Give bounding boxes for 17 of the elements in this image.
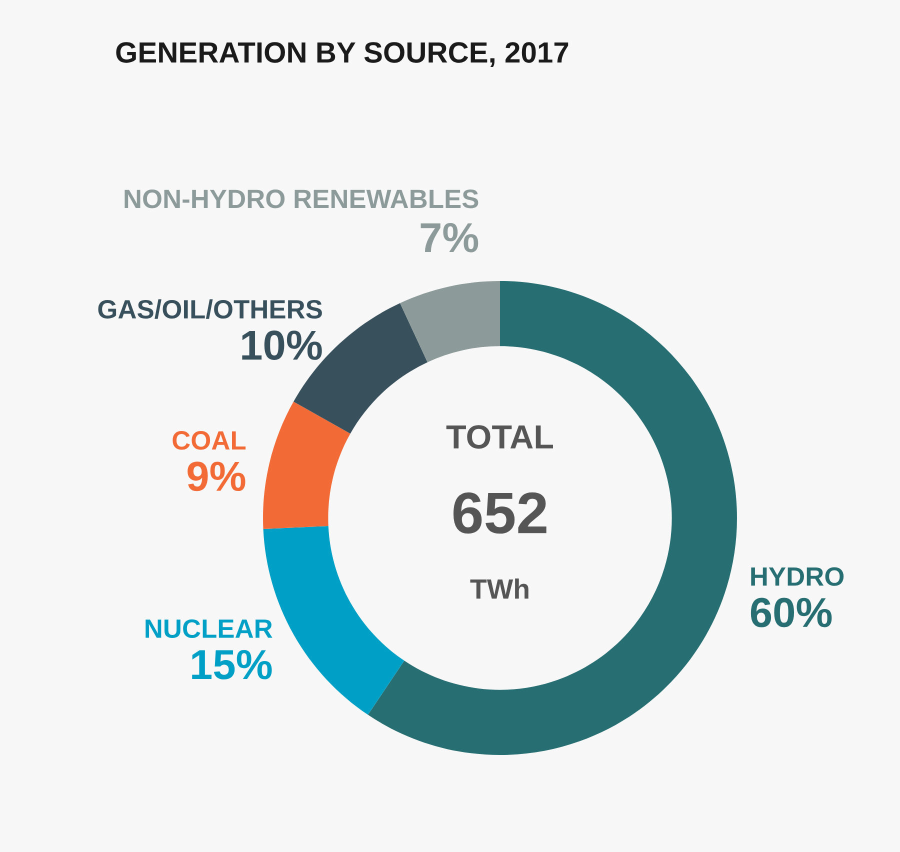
slice-label: COAL [172, 431, 246, 450]
slice-label: HYDRO [751, 567, 844, 586]
text: TWh [470, 578, 528, 599]
text: TOTAL [446, 425, 553, 449]
text: 652 [453, 492, 546, 534]
data-label: 7% [420, 223, 478, 252]
donut-slice [263, 402, 350, 530]
data-label: 9% [188, 462, 246, 492]
data-label: 15% [192, 650, 272, 680]
slice-label: NUCLEAR [146, 619, 272, 638]
slice-label: GAS/OIL/OTHERS [98, 299, 322, 319]
slice-label: NON-HYDRO RENEWABLES [124, 190, 478, 208]
data-label: 60% [750, 598, 832, 628]
donut-slice [400, 281, 500, 362]
data-label: 10% [242, 330, 322, 360]
donut-slice [368, 281, 737, 755]
chart-title: GENERATION BY SOURCE, 2017 [116, 42, 568, 68]
